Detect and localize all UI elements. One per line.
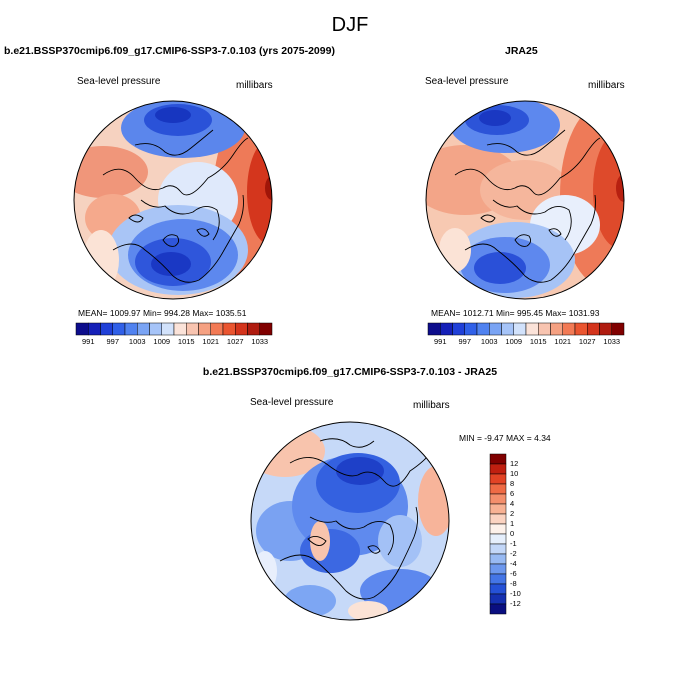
panel-model-colorbar-cell	[198, 322, 211, 336]
panel-diff-colorbar-tick-label: 0	[510, 529, 515, 538]
panel-model-stats: MEAN= 1009.97 Min= 994.28 Max= 1035.51	[78, 308, 247, 318]
panel-diff-colorbar-cell	[489, 563, 507, 575]
panel-obs-colorbar-cell	[587, 322, 600, 336]
panel-model-colorbar-cell	[100, 322, 113, 336]
panel-diff-colorbar-cell	[489, 573, 507, 585]
panel-model-colorbar-tick-label: 1003	[128, 337, 146, 346]
panel-model-colorbar-tick-label: 1021	[202, 337, 220, 346]
panel-model-units-label: millibars	[236, 80, 273, 91]
panel-diff-colorbar-tick-label: -8	[510, 579, 517, 588]
panel-model-colorbar-tick-label: 1033	[251, 337, 269, 346]
panel-diff-colorbar	[489, 453, 507, 615]
panel-model-colorbar-cell	[137, 322, 150, 336]
panel-obs-colorbar-cell	[452, 322, 465, 336]
panel-obs-colorbar-tick-label: 1021	[554, 337, 572, 346]
panel-diff-colorbar-tick-label: 6	[510, 489, 515, 498]
panel-diff-colorbar-cell	[489, 503, 507, 515]
panel-obs-colorbar-cell	[562, 322, 576, 336]
panel-diff-colorbar-cell	[489, 483, 507, 495]
panel-diff-stats: MIN = -9.47 MAX = 4.34	[459, 433, 551, 443]
panel-obs-colorbar-cell	[464, 322, 478, 336]
panel-diff-colorbar-cell	[489, 473, 507, 485]
panel-obs-colorbar-cell	[538, 322, 551, 336]
panel-diff-colorbar-tick-label: 4	[510, 499, 515, 508]
panel-obs-colorbar-cell	[550, 322, 563, 336]
panel-diff-colorbar-tick-label: -2	[510, 549, 517, 558]
panel-diff-title: b.e21.BSSP370cmip6.f09_g17.CMIP6-SSP3-7.…	[202, 366, 498, 378]
panel-model-colorbar-tick-label: 997	[106, 337, 119, 346]
panel-diff-colorbar-tick-label: -12	[510, 599, 521, 608]
panel-model-field-label: Sea-level pressure	[77, 76, 161, 87]
panel-obs-colorbar-cell	[525, 322, 539, 336]
panel-model-colorbar	[75, 322, 273, 336]
panel-model-polar-map	[73, 100, 273, 300]
panel-model-colorbar-cell	[235, 322, 248, 336]
panel-model-colorbar-cell	[259, 322, 273, 336]
panel-obs-colorbar-cell	[476, 322, 490, 336]
season-title: DJF	[331, 14, 369, 36]
panel-diff-colorbar-cell	[489, 553, 507, 565]
panel-diff-colorbar-tick-label: 12	[510, 459, 519, 468]
panel-diff-colorbar-cell	[489, 603, 507, 615]
panel-model-colorbar-tick-label: 1027	[226, 337, 244, 346]
panel-diff-colorbar-cell	[489, 453, 507, 465]
panel-model-colorbar-cell	[222, 322, 236, 336]
panel-diff-colorbar-cell	[489, 523, 507, 535]
panel-obs-colorbar-tick-label: 997	[458, 337, 471, 346]
panel-obs-stats: MEAN= 1012.71 Min= 995.45 Max= 1031.93	[431, 308, 600, 318]
panel-obs-colorbar-tick-label: 991	[433, 337, 447, 346]
panel-obs-colorbar-tick-label: 1009	[505, 337, 523, 346]
panel-model-colorbar-cell	[88, 322, 101, 336]
panel-diff-colorbar-cell	[489, 493, 507, 505]
panel-obs-colorbar-cell	[599, 322, 612, 336]
panel-diff-colorbar-cell	[489, 533, 507, 545]
panel-model-colorbar-cell	[161, 322, 175, 336]
panel-model-colorbar-cell	[210, 322, 224, 336]
panel-model-colorbar-tick-label: 1015	[177, 337, 195, 346]
panel-obs-title: JRA25	[505, 45, 538, 57]
panel-obs-colorbar-tick-label: 1033	[603, 337, 621, 346]
panel-diff-colorbar-cell	[489, 583, 507, 595]
panel-obs-colorbar-cell	[501, 322, 514, 336]
panel-diff-field-label: Sea-level pressure	[250, 397, 334, 408]
panel-model-title: b.e21.BSSP370cmip6.f09_g17.CMIP6-SSP3-7.…	[4, 45, 335, 57]
panel-obs-colorbar-tick-label: 1027	[578, 337, 596, 346]
panel-model-colorbar-cell	[149, 322, 162, 336]
panel-diff-colorbar-tick-label: 2	[510, 509, 515, 518]
panel-diff-colorbar-cell	[489, 543, 507, 555]
panel-diff-colorbar-cell	[489, 463, 507, 475]
panel-obs-polar-map	[425, 100, 625, 300]
panel-diff-colorbar-tick-label: -6	[510, 569, 517, 578]
panel-obs-field-label: Sea-level pressure	[425, 76, 509, 87]
panel-obs-colorbar-cell	[611, 322, 625, 336]
panel-model-colorbar-cell	[247, 322, 260, 336]
panel-obs-colorbar-cell	[574, 322, 588, 336]
panel-obs-colorbar-cell	[440, 322, 453, 336]
panel-diff-colorbar-cell	[489, 513, 507, 525]
panel-diff-colorbar-tick-label: 8	[510, 479, 515, 488]
panel-obs-colorbar-cell	[489, 322, 502, 336]
panel-diff-polar-map	[250, 421, 450, 621]
panel-obs-colorbar-tick-label: 1015	[529, 337, 547, 346]
panel-diff-colorbar-tick-label: -1	[510, 539, 517, 548]
panel-obs-colorbar-cell	[513, 322, 527, 336]
panel-obs-colorbar-cell	[427, 322, 441, 336]
panel-diff-colorbar-tick-label: -4	[510, 559, 517, 568]
panel-model-colorbar-cell	[186, 322, 199, 336]
panel-model-colorbar-tick-label: 1009	[153, 337, 171, 346]
panel-model-colorbar-tick-label: 991	[81, 337, 95, 346]
panel-diff-colorbar-cell	[489, 593, 507, 605]
panel-obs-units-label: millibars	[588, 80, 625, 91]
panel-model-colorbar-cell	[75, 322, 89, 336]
panel-model-colorbar-cell	[124, 322, 138, 336]
panel-diff-units-label: millibars	[413, 400, 450, 411]
panel-model-colorbar-cell	[173, 322, 187, 336]
panel-diff-colorbar-tick-label: 10	[510, 469, 519, 478]
panel-diff-colorbar-tick-label: 1	[510, 519, 515, 528]
panel-obs-colorbar	[427, 322, 625, 336]
panel-diff-colorbar-tick-label: -10	[510, 589, 521, 598]
panel-obs-colorbar-tick-label: 1003	[480, 337, 498, 346]
panel-model-colorbar-cell	[112, 322, 126, 336]
